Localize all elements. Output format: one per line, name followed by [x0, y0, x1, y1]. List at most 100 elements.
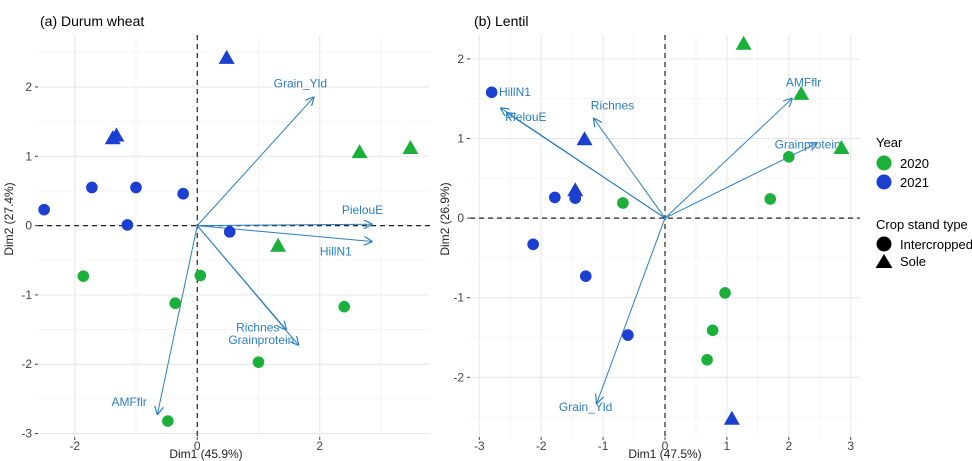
vector-label-amfflr: AMFflr [786, 76, 821, 90]
point-intercropped-2020 [764, 193, 777, 205]
y-tick-label: -2 [453, 370, 464, 384]
point-sole-2021 [576, 131, 593, 146]
vector-label-grainprotein: Grainprotein [228, 333, 294, 347]
panel-b-y-axis-label: Dim2 (26.9%) [438, 182, 452, 255]
legend-2021-label: 2021 [900, 175, 929, 190]
point-intercropped-2021 [579, 270, 592, 283]
legend-sole-swatch [875, 254, 893, 268]
point-intercropped-2020 [783, 150, 795, 163]
point-intercropped-2020 [194, 269, 207, 282]
point-intercropped-2021 [549, 191, 561, 204]
point-intercropped-2021 [223, 226, 236, 238]
y-tick-label: -3 [21, 427, 32, 441]
x-tick-label: 3 [847, 439, 854, 453]
panel-a-y-axis-label: Dim2 (27.4%) [2, 182, 16, 255]
x-tick-label: -1 [598, 439, 609, 453]
panel-a-title: (a) Durum wheat [40, 13, 144, 29]
vector-label-richnes: Richnes [591, 99, 634, 113]
point-sole-2020 [351, 144, 368, 159]
panel-a-x-axis-label: Dim1 (45.9%) [169, 447, 242, 461]
point-sole-2020 [402, 139, 419, 154]
vector-label-hilln1: HillN1 [320, 245, 352, 259]
vector-label-grain-yld: Grain_Yld [559, 400, 612, 414]
point-intercropped-2021 [38, 203, 50, 216]
panel-b-tick-labels: -3 -2 -1 0 1 2 3 -2 -1 0 1 2 [453, 52, 854, 453]
panel-b-points [485, 35, 850, 425]
legend-year-title: Year [876, 135, 903, 150]
point-sole-2020 [793, 85, 810, 100]
legend-sole-label: Sole [900, 254, 926, 269]
x-tick-label: -2 [69, 439, 80, 453]
x-tick-label: 2 [785, 439, 792, 453]
point-sole-2021 [567, 182, 584, 197]
vector-grain-yld [196, 97, 313, 226]
point-intercropped-2020 [617, 197, 629, 209]
point-intercropped-2021 [622, 329, 634, 341]
point-sole-2021 [218, 49, 235, 64]
legend: Year 2020 2021 Crop stand type Intercrop… [875, 135, 972, 269]
vector-amfflr [157, 225, 198, 415]
point-intercropped-2021 [177, 187, 189, 200]
y-tick-label: 1 [457, 131, 464, 145]
panel-a-grid [38, 35, 430, 437]
point-intercropped-2020 [162, 415, 174, 427]
legend-2021-swatch [876, 174, 892, 190]
point-sole-2021 [104, 130, 121, 145]
durum-wheat-panel: (a) Durum wheat Grain_Yld PielouE HillN1 Ri… [2, 13, 430, 461]
vector-grainprotein [196, 225, 298, 345]
y-tick-label: -2 [21, 357, 32, 371]
vector-label-hilln1: HillN1 [499, 85, 531, 99]
y-tick-label: 0 [457, 211, 464, 225]
panel-a-vectors: Grain_Yld PielouE HillN1 RichnesGrainprotei… [111, 76, 383, 414]
point-sole-2021 [723, 410, 740, 425]
point-intercropped-2021 [121, 219, 134, 231]
vector-richnes [594, 119, 666, 219]
point-intercropped-2020 [701, 353, 713, 366]
vector-label-richnes: Richnes [236, 321, 279, 335]
panel-a-points [38, 49, 419, 427]
point-sole-2020 [270, 237, 287, 252]
vector-amfflr [664, 99, 792, 219]
panel-b-vectors: HillN1 PielouE Richnes AMFflr Grainprotein Gr… [499, 76, 841, 414]
legend-stand-title: Crop stand type [876, 217, 968, 232]
x-tick-label: -2 [536, 439, 547, 453]
panel-b-x-axis-label: Dim1 (47.5%) [628, 447, 701, 461]
y-tick-label: 0 [25, 219, 32, 233]
legend-2020-label: 2020 [900, 156, 929, 171]
point-intercropped-2020 [252, 356, 265, 368]
y-tick-label: -1 [453, 291, 464, 305]
y-tick-label: -1 [21, 288, 32, 302]
vector-label-grain-yld: Grain_Yld [274, 76, 327, 90]
panel-a-zero-lines [38, 35, 430, 437]
vector-label-pieloue: PielouE [505, 110, 546, 124]
legend-intercropped-label: Intercropped [900, 237, 972, 252]
point-intercropped-2021 [485, 86, 498, 99]
y-tick-label: 1 [25, 149, 32, 163]
point-sole-2020 [833, 140, 850, 155]
vector-pieloue [197, 224, 372, 225]
point-intercropped-2021 [130, 181, 142, 194]
point-intercropped-2020 [706, 324, 719, 337]
x-tick-label: 1 [724, 439, 731, 453]
y-tick-label: 2 [457, 52, 464, 66]
lentil-panel: (b) Lentil HillN1 PielouE Richnes AMFflr Gra… [438, 13, 860, 461]
legend-2020-swatch [876, 155, 892, 171]
panel-a-tick-labels: -2 0 2 -3 -2 -1 0 1 2 [21, 80, 323, 453]
y-tick-label: 2 [25, 80, 32, 94]
vector-grain-yld [597, 217, 666, 403]
point-intercropped-2021 [527, 238, 539, 251]
point-intercropped-2020 [169, 297, 181, 310]
point-intercropped-2020 [338, 300, 351, 313]
vector-label-grainprotein: Grainprotein [775, 137, 841, 151]
vector-pieloue [507, 113, 666, 219]
x-tick-label: -3 [474, 439, 485, 453]
vector-hilln1 [197, 225, 372, 242]
panel-b-title: (b) Lentil [474, 13, 528, 29]
point-intercropped-2021 [569, 192, 582, 204]
legend-intercropped-swatch [876, 236, 892, 252]
vector-label-amfflr: AMFflr [111, 395, 146, 409]
point-intercropped-2021 [86, 181, 98, 194]
panel-b-zero-lines [470, 35, 860, 437]
point-intercropped-2020 [77, 270, 90, 283]
